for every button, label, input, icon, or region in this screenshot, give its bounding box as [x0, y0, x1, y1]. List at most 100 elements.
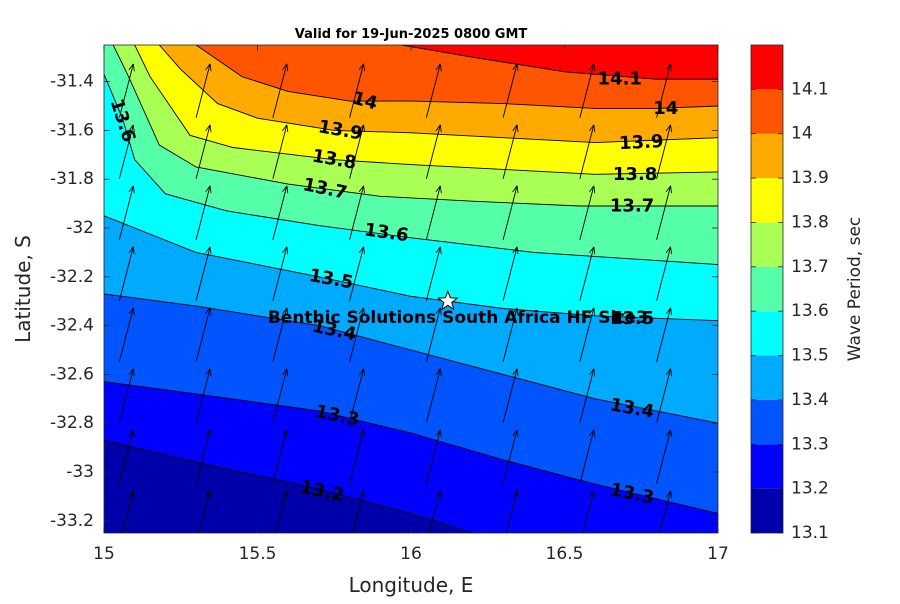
wave-arrow — [579, 125, 594, 179]
wave-arrow — [118, 430, 133, 484]
wave-arrow — [656, 308, 671, 362]
contour-line-13.9 — [158, 45, 718, 144]
contour-label: 13.7 — [610, 196, 654, 217]
x-tick-label: 15 — [93, 544, 115, 564]
contour-lines — [104, 45, 718, 533]
wave-arrow — [505, 491, 517, 533]
wave-arrow — [656, 369, 671, 423]
colorbar-ticks: 14.1 14 13.9 13.8 13.7 13.6 13.5 13.4 13.3 13.2 13… — [751, 79, 829, 543]
colorbar-swatch — [751, 222, 783, 267]
contour-label: 13.8 — [613, 164, 657, 185]
site-marker: Benthic Solutions South Africa HF Site3 — [268, 289, 648, 328]
contour-band-14.1 — [401, 45, 718, 80]
wave-arrow — [118, 369, 133, 423]
wave-arrow — [579, 247, 594, 301]
colorbar-label: Wave Period, sec — [845, 217, 865, 362]
y-tick-label: -32 — [66, 218, 94, 238]
x-axis-ticks: 15 15.5 16 16.5 17 — [93, 45, 729, 564]
wave-arrow — [272, 430, 287, 484]
colorbar-tick-label: 13.4 — [791, 390, 829, 410]
wave-arrow — [656, 64, 671, 118]
wave-arrow — [121, 491, 133, 533]
x-axis-label: Longitude, E — [349, 573, 474, 597]
wave-arrow — [425, 125, 440, 179]
wave-arrow — [118, 247, 133, 301]
contour-line-13.7 — [112, 45, 718, 207]
y-tick-label: -31.4 — [50, 72, 94, 92]
contour-line-14 — [195, 45, 718, 109]
wave-arrow — [425, 430, 440, 484]
wave-arrow — [656, 186, 671, 240]
colorbar-tick-label: 13.1 — [791, 523, 829, 543]
wave-arrow — [502, 186, 517, 240]
colorbar: 14.1 14 13.9 13.8 13.7 13.6 13.5 13.4 13.3 13.2 13… — [750, 44, 865, 543]
y-tick-label: -31.6 — [50, 120, 94, 140]
wave-arrow — [579, 369, 594, 423]
wave-arrow — [272, 247, 287, 301]
colorbar-swatch — [751, 89, 783, 134]
wave-arrow — [349, 247, 364, 301]
contour-label: 13.5 — [610, 308, 654, 329]
wave-arrow — [272, 64, 287, 118]
wave-arrow — [579, 186, 594, 240]
colorbar-tick-label: 13.7 — [791, 257, 829, 277]
colorbar-swatch — [751, 45, 783, 90]
wave-arrow — [425, 247, 440, 301]
wave-arrow — [656, 125, 671, 179]
colorbar-swatch — [751, 266, 783, 312]
colorbar-frame — [750, 44, 784, 534]
contour-label: 13.9 — [619, 131, 664, 154]
wave-arrow — [195, 308, 210, 362]
colorbar-tick-label: 13.2 — [791, 479, 829, 499]
wave-arrow — [425, 369, 440, 423]
x-tick-label: 16.5 — [546, 544, 584, 564]
y-tick-label: -32.8 — [50, 413, 94, 433]
wave-arrow — [502, 64, 517, 118]
colorbar-swatch — [751, 311, 783, 356]
colorbar-swatch — [751, 178, 783, 223]
wave-arrow — [582, 491, 594, 533]
wave-arrow — [349, 64, 364, 118]
wave-arrow — [198, 491, 210, 533]
colorbar-swatch — [751, 399, 783, 445]
wave-arrow — [349, 430, 364, 484]
chart-title: Valid for 19-Jun-2025 0800 GMT — [295, 27, 528, 42]
wave-arrow — [425, 186, 440, 240]
wave-arrow — [349, 308, 364, 362]
wave-arrow — [272, 125, 287, 179]
colorbar-swatch — [751, 355, 783, 400]
contour-line-14.1 — [401, 45, 718, 80]
wave-arrow — [656, 247, 671, 301]
colorbar-swatch — [751, 444, 783, 489]
contour-line-13.8 — [134, 45, 718, 175]
wave-arrow — [502, 308, 517, 362]
y-tick-label: -33 — [66, 462, 94, 482]
contour-line-13.2 — [104, 439, 473, 533]
contour-line-13.6 — [104, 74, 718, 266]
wave-arrow — [195, 369, 210, 423]
wave-arrow — [195, 125, 210, 179]
wave-arrow — [195, 247, 210, 301]
wave-arrow — [579, 64, 594, 118]
y-tick-label: -33.2 — [50, 511, 94, 531]
wave-arrow — [502, 247, 517, 301]
colorbar-tick-label: 13.3 — [791, 434, 829, 454]
colorbar-swatch — [751, 488, 783, 533]
wave-arrow — [272, 308, 287, 362]
wave-arrow — [195, 430, 210, 484]
wave-arrow — [118, 308, 133, 362]
colorbar-swatch — [751, 133, 783, 179]
y-axis-label: Latitude, S — [11, 235, 35, 343]
y-axis-ticks: -31.4 -31.6 -31.8 -32 -32.2 -32.4 -32.6 -32.8 -3… — [50, 72, 718, 531]
wave-arrow — [579, 430, 594, 484]
wave-arrow — [195, 186, 210, 240]
wave-arrow — [118, 125, 133, 179]
wave-arrow — [656, 430, 671, 484]
y-tick-label: -32.4 — [50, 316, 94, 336]
wave-arrow — [428, 491, 440, 533]
contour-line-13.3 — [104, 381, 718, 514]
contour-fills — [104, 45, 718, 533]
wave-arrow — [502, 125, 517, 179]
wave-arrow — [502, 430, 517, 484]
